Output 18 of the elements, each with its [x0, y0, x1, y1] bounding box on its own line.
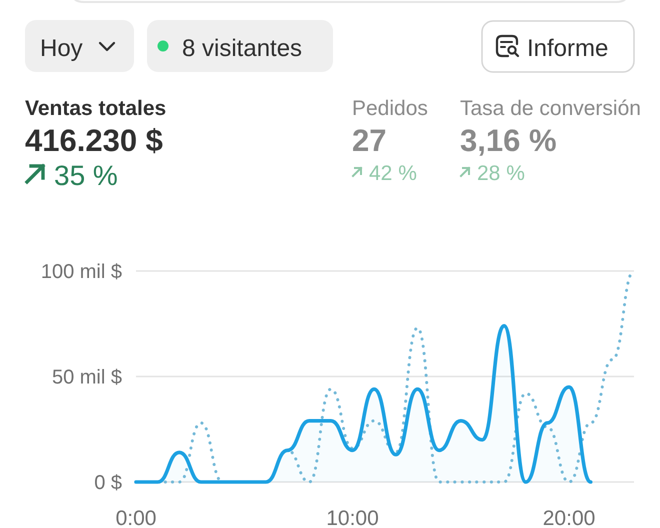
text: Hoy — [40, 35, 83, 62]
text: 3,16 % — [460, 123, 557, 158]
text: 416.230 $ — [25, 123, 163, 158]
text: 35 % — [54, 160, 118, 191]
y-tick-label: 0 $ — [94, 472, 122, 494]
x-tick-label: 0:00 — [116, 507, 156, 528]
x-tick-label: 10:00 — [326, 507, 379, 528]
text: 8 visitantes — [182, 35, 302, 62]
text: Pedidos — [352, 97, 428, 120]
text: Informe — [527, 35, 608, 62]
text: Tasa de conversión — [460, 97, 641, 120]
y-tick-label: 50 mil $ — [52, 366, 122, 389]
text: Ventas totales — [25, 97, 166, 120]
text: 27 — [352, 123, 386, 158]
y-tick-label: 100 mil $ — [40, 261, 122, 284]
text: 28 % — [477, 162, 525, 185]
text: 42 % — [369, 162, 417, 185]
x-tick-label: 20:00 — [542, 507, 596, 528]
